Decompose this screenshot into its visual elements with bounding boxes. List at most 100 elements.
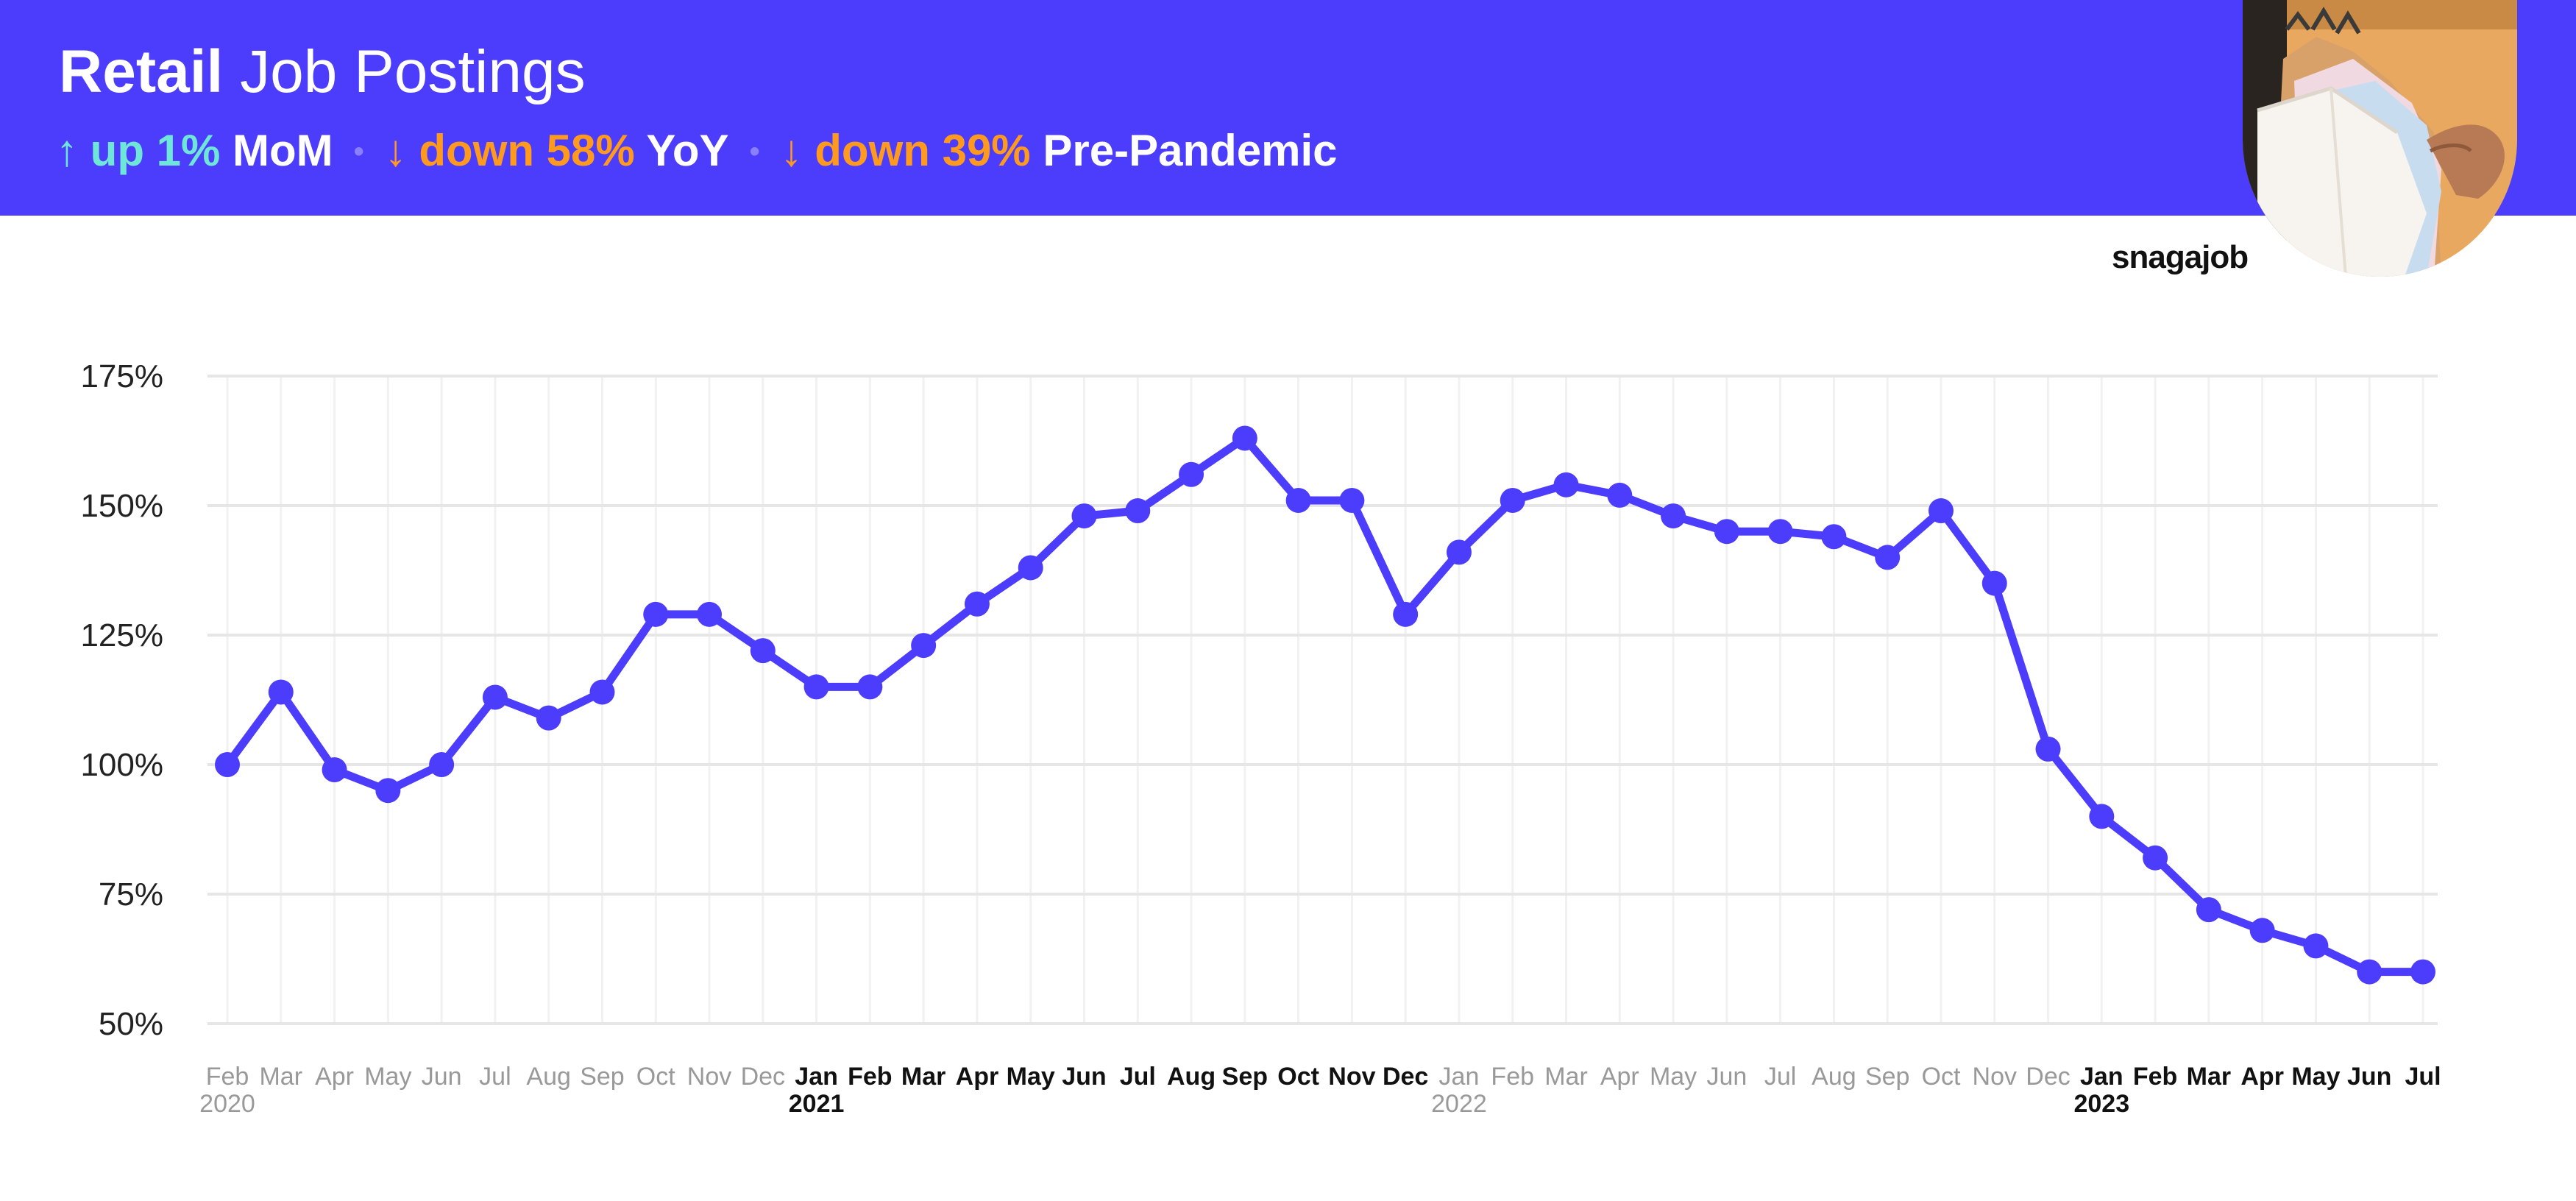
arrow-down-icon: ↓ bbox=[384, 126, 407, 175]
x-tick-label: Jun bbox=[1706, 1063, 1747, 1091]
x-tick-label: Mar bbox=[1544, 1063, 1588, 1091]
data-point bbox=[750, 638, 776, 664]
data-point bbox=[1339, 487, 1365, 513]
x-tick-label: Jun bbox=[2347, 1063, 2391, 1091]
brand-logo: snagajob bbox=[2112, 239, 2249, 275]
data-point bbox=[2089, 804, 2115, 829]
data-point bbox=[1607, 482, 1633, 508]
x-tick-label: Aug bbox=[526, 1063, 571, 1091]
data-point bbox=[1125, 498, 1151, 524]
x-tick-label: Nov bbox=[1973, 1063, 2017, 1091]
series-line bbox=[223, 433, 2427, 977]
x-tick-label: May bbox=[364, 1063, 411, 1091]
arrow-up-icon: ↑ bbox=[56, 126, 78, 175]
y-tick-label: 75% bbox=[99, 876, 163, 913]
x-tick-label: Apr bbox=[2240, 1063, 2284, 1091]
data-point bbox=[482, 684, 508, 710]
stat-mom-value: up 1% bbox=[90, 126, 221, 175]
x-tick-label: Nov bbox=[1328, 1063, 1375, 1091]
x-tick-label: Sep bbox=[1222, 1063, 1268, 1091]
x-tick-label: Dec bbox=[1383, 1063, 1428, 1091]
x-tick-label: May bbox=[1007, 1063, 1055, 1091]
data-point bbox=[1928, 498, 1954, 524]
x-tick-label: Jul bbox=[1120, 1063, 1156, 1091]
data-point bbox=[536, 705, 561, 731]
stat-prepandemic-value: down 39% bbox=[815, 126, 1031, 175]
stat-separator: • bbox=[749, 135, 760, 168]
data-point bbox=[322, 757, 347, 783]
data-point bbox=[964, 591, 990, 617]
x-tick-label: Oct bbox=[1277, 1063, 1319, 1091]
stat-mom: ↑ up 1% MoM bbox=[56, 126, 333, 175]
data-point bbox=[1714, 519, 1739, 545]
x-tick-label: Jul bbox=[2405, 1063, 2441, 1091]
x-tick-label: Aug bbox=[1812, 1063, 1856, 1091]
x-tick-label: Feb bbox=[206, 1063, 249, 1091]
data-point bbox=[697, 601, 723, 627]
stat-yoy: ↓ down 58% YoY bbox=[385, 126, 729, 175]
data-point bbox=[643, 601, 669, 627]
stats-row: ↑ up 1% MoM • ↓ down 58% YoY • ↓ down 39% Pr… bbox=[56, 121, 1338, 181]
x-tick-label: Jan bbox=[795, 1063, 838, 1091]
data-point bbox=[2035, 736, 2061, 762]
data-point bbox=[911, 633, 937, 659]
x-tick-label: Apr bbox=[1600, 1063, 1639, 1091]
title-bold: Retail bbox=[59, 38, 224, 105]
x-tick-label: Mar bbox=[901, 1063, 945, 1091]
data-point bbox=[215, 752, 240, 777]
data-point bbox=[803, 674, 829, 700]
x-tick-label: Feb bbox=[848, 1063, 892, 1091]
x-tick-label: Apr bbox=[956, 1063, 999, 1091]
data-point bbox=[429, 752, 455, 777]
x-tick-label: Sep bbox=[1865, 1063, 1910, 1091]
x-tick-label: Feb bbox=[2133, 1063, 2177, 1091]
x-tick-label: May bbox=[2291, 1063, 2340, 1091]
x-year-label: 2022 bbox=[1431, 1090, 1487, 1118]
data-point bbox=[1875, 545, 1901, 570]
data-point bbox=[2143, 845, 2168, 871]
x-tick-label: Mar bbox=[2187, 1063, 2231, 1091]
data-point bbox=[857, 674, 883, 700]
stat-prepandemic: ↓ down 39% Pre-Pandemic bbox=[781, 126, 1338, 175]
stat-prepandemic-label: Pre-Pandemic bbox=[1043, 126, 1338, 175]
x-tick-label: Aug bbox=[1167, 1063, 1216, 1091]
x-tick-label: Jan bbox=[1439, 1063, 1480, 1091]
x-tick-label: Nov bbox=[687, 1063, 731, 1091]
stat-yoy-label: YoY bbox=[646, 126, 729, 175]
data-point bbox=[1446, 539, 1472, 565]
stat-separator: • bbox=[353, 135, 364, 168]
header-banner: Retail Job Postings ↑ up 1% MoM • ↓ down 5… bbox=[0, 0, 2576, 216]
x-tick-label: Mar bbox=[259, 1063, 302, 1091]
data-point bbox=[1018, 555, 1043, 581]
data-point bbox=[1821, 524, 1847, 550]
stat-mom-label: MoM bbox=[233, 126, 333, 175]
x-year-label: 2021 bbox=[789, 1090, 845, 1118]
x-year-label: 2020 bbox=[199, 1090, 255, 1118]
x-tick-label: Jul bbox=[479, 1063, 511, 1091]
data-point bbox=[589, 679, 615, 705]
data-point bbox=[1285, 487, 1311, 513]
data-point bbox=[1767, 519, 1793, 545]
data-point bbox=[375, 778, 401, 804]
x-tick-label: Jan bbox=[2080, 1063, 2123, 1091]
arrow-down-icon: ↓ bbox=[780, 126, 803, 175]
hanging-shirts-photo bbox=[2243, 0, 2517, 277]
y-tick-label: 150% bbox=[80, 488, 163, 524]
x-tick-label: May bbox=[1650, 1063, 1697, 1091]
x-tick-label: Dec bbox=[2026, 1063, 2070, 1091]
data-point bbox=[1981, 570, 2007, 596]
x-tick-label: Jun bbox=[422, 1063, 462, 1091]
stat-yoy-value: down 58% bbox=[419, 126, 635, 175]
title-light: Job Postings bbox=[240, 38, 586, 105]
x-year-label: 2023 bbox=[2073, 1090, 2129, 1118]
x-tick-label: Jul bbox=[1764, 1063, 1796, 1091]
data-point bbox=[2196, 897, 2221, 923]
y-tick-label: 100% bbox=[80, 747, 163, 783]
data-point bbox=[1393, 601, 1419, 627]
y-tick-label: 175% bbox=[80, 358, 163, 394]
data-point bbox=[1661, 503, 1686, 529]
x-tick-label: Apr bbox=[315, 1063, 354, 1091]
data-point bbox=[268, 679, 294, 705]
data-point bbox=[1071, 503, 1097, 529]
